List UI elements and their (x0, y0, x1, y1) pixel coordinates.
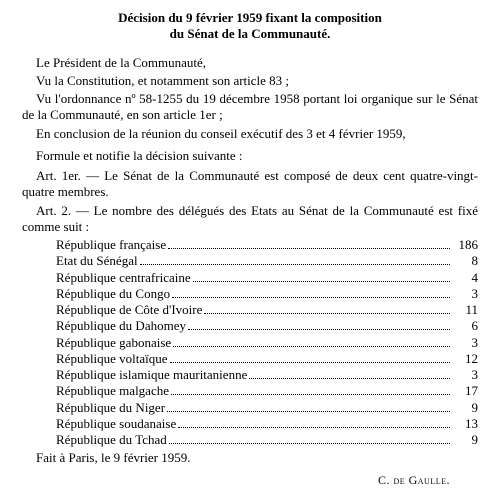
delegate-name: République malgache (56, 383, 169, 399)
leader-dots (173, 336, 450, 346)
delegate-row: République du Tchad 9 (56, 432, 478, 448)
leader-dots (140, 255, 450, 265)
delegate-row: République malgache 17 (56, 383, 478, 399)
delegate-count: 9 (452, 400, 478, 416)
leader-dots (193, 271, 450, 281)
preamble-formule: Formule et notifie la décision suivante … (22, 148, 478, 164)
delegate-row: République de Côte d'Ivoire 11 (56, 302, 478, 318)
leader-dots (169, 434, 450, 444)
delegate-name: République centrafricaine (56, 270, 191, 286)
delegate-row: République islamique mauritanienne 3 (56, 367, 478, 383)
signature: C. de Gaulle. (22, 473, 478, 488)
delegate-count: 6 (452, 318, 478, 334)
leader-dots (168, 239, 450, 249)
delegate-name: République du Niger (56, 400, 165, 416)
delegate-count: 8 (452, 253, 478, 269)
article-2-label: Art. 2. (36, 203, 71, 218)
delegate-name: République voltaïque (56, 351, 168, 367)
leader-dots (170, 353, 450, 363)
delegate-count: 186 (452, 237, 478, 253)
delegate-name: Etat du Sénégal (56, 253, 138, 269)
leader-dots (167, 401, 450, 411)
leader-dots (204, 304, 450, 314)
leader-dots (171, 385, 450, 395)
article-2-text: — Le nombre des délégués des Etats au Sé… (22, 203, 478, 234)
delegate-count: 13 (452, 416, 478, 432)
delegate-name: République islamique mauritanienne (56, 367, 247, 383)
delegate-row: République gabonaise 3 (56, 335, 478, 351)
delegate-count: 11 (452, 302, 478, 318)
article-1-text: — Le Sénat de la Communauté est composé … (22, 168, 478, 199)
fait-line: Fait à Paris, le 9 février 1959. (22, 450, 478, 466)
leader-dots (188, 320, 450, 330)
delegate-name: République du Dahomey (56, 318, 186, 334)
delegate-name: République soudanaise (56, 416, 176, 432)
document-page: Décision du 9 février 1959 fixant la com… (0, 0, 500, 488)
title-line-1: Décision du 9 février 1959 fixant la com… (118, 10, 382, 25)
delegate-name: République du Congo (56, 286, 170, 302)
preamble-ordonnance: Vu l'ordonnance nº 58-1255 du 19 décembr… (22, 91, 478, 124)
article-2: Art. 2. — Le nombre des délégués des Eta… (22, 203, 478, 236)
delegate-row: République du Congo 3 (56, 286, 478, 302)
preamble-constitution: Vu la Constitution, et notamment son art… (22, 73, 478, 89)
delegate-count: 3 (452, 367, 478, 383)
delegate-name: République de Côte d'Ivoire (56, 302, 202, 318)
delegate-row: République française 186 (56, 237, 478, 253)
delegate-row: République soudanaise 13 (56, 416, 478, 432)
delegate-count: 3 (452, 286, 478, 302)
delegate-row: République centrafricaine 4 (56, 270, 478, 286)
delegate-row: République voltaïque 12 (56, 351, 478, 367)
leader-dots (178, 418, 450, 428)
article-1-label: Art. 1er. (36, 168, 81, 183)
delegate-list: République française186Etat du Sénégal8R… (22, 237, 478, 448)
delegate-name: République gabonaise (56, 335, 171, 351)
delegate-name: République française (56, 237, 166, 253)
preamble-conclusion: En conclusion de la réunion du conseil e… (22, 126, 478, 142)
delegate-count: 12 (452, 351, 478, 367)
title-line-2: du Sénat de la Communauté. (170, 26, 331, 41)
delegate-count: 3 (452, 335, 478, 351)
leader-dots (249, 369, 450, 379)
delegate-name: République du Tchad (56, 432, 167, 448)
article-1: Art. 1er. — Le Sénat de la Communauté es… (22, 168, 478, 201)
delegate-row: République du Dahomey 6 (56, 318, 478, 334)
preamble-president: Le Président de la Communauté, (22, 55, 478, 71)
leader-dots (172, 288, 450, 298)
delegate-row: Etat du Sénégal 8 (56, 253, 478, 269)
delegate-count: 9 (452, 432, 478, 448)
document-title: Décision du 9 février 1959 fixant la com… (22, 10, 478, 43)
delegate-count: 4 (452, 270, 478, 286)
delegate-row: République du Niger 9 (56, 400, 478, 416)
delegate-count: 17 (452, 383, 478, 399)
